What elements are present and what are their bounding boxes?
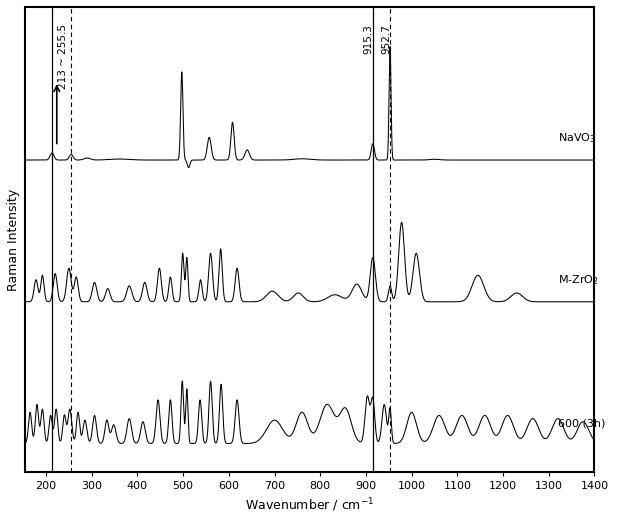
Text: 213 ~ 255.5: 213 ~ 255.5 xyxy=(58,24,68,89)
Text: NaVO$_3$: NaVO$_3$ xyxy=(558,131,596,145)
Text: 952.7: 952.7 xyxy=(381,24,391,54)
Text: M-ZrO$_2$: M-ZrO$_2$ xyxy=(558,273,599,287)
X-axis label: Wavenumber / cm$^{-1}$: Wavenumber / cm$^{-1}$ xyxy=(245,497,375,514)
Y-axis label: Raman Intensity: Raman Intensity xyxy=(7,188,20,291)
Text: 600 (3h): 600 (3h) xyxy=(558,419,605,429)
Text: 915.3: 915.3 xyxy=(364,24,374,54)
